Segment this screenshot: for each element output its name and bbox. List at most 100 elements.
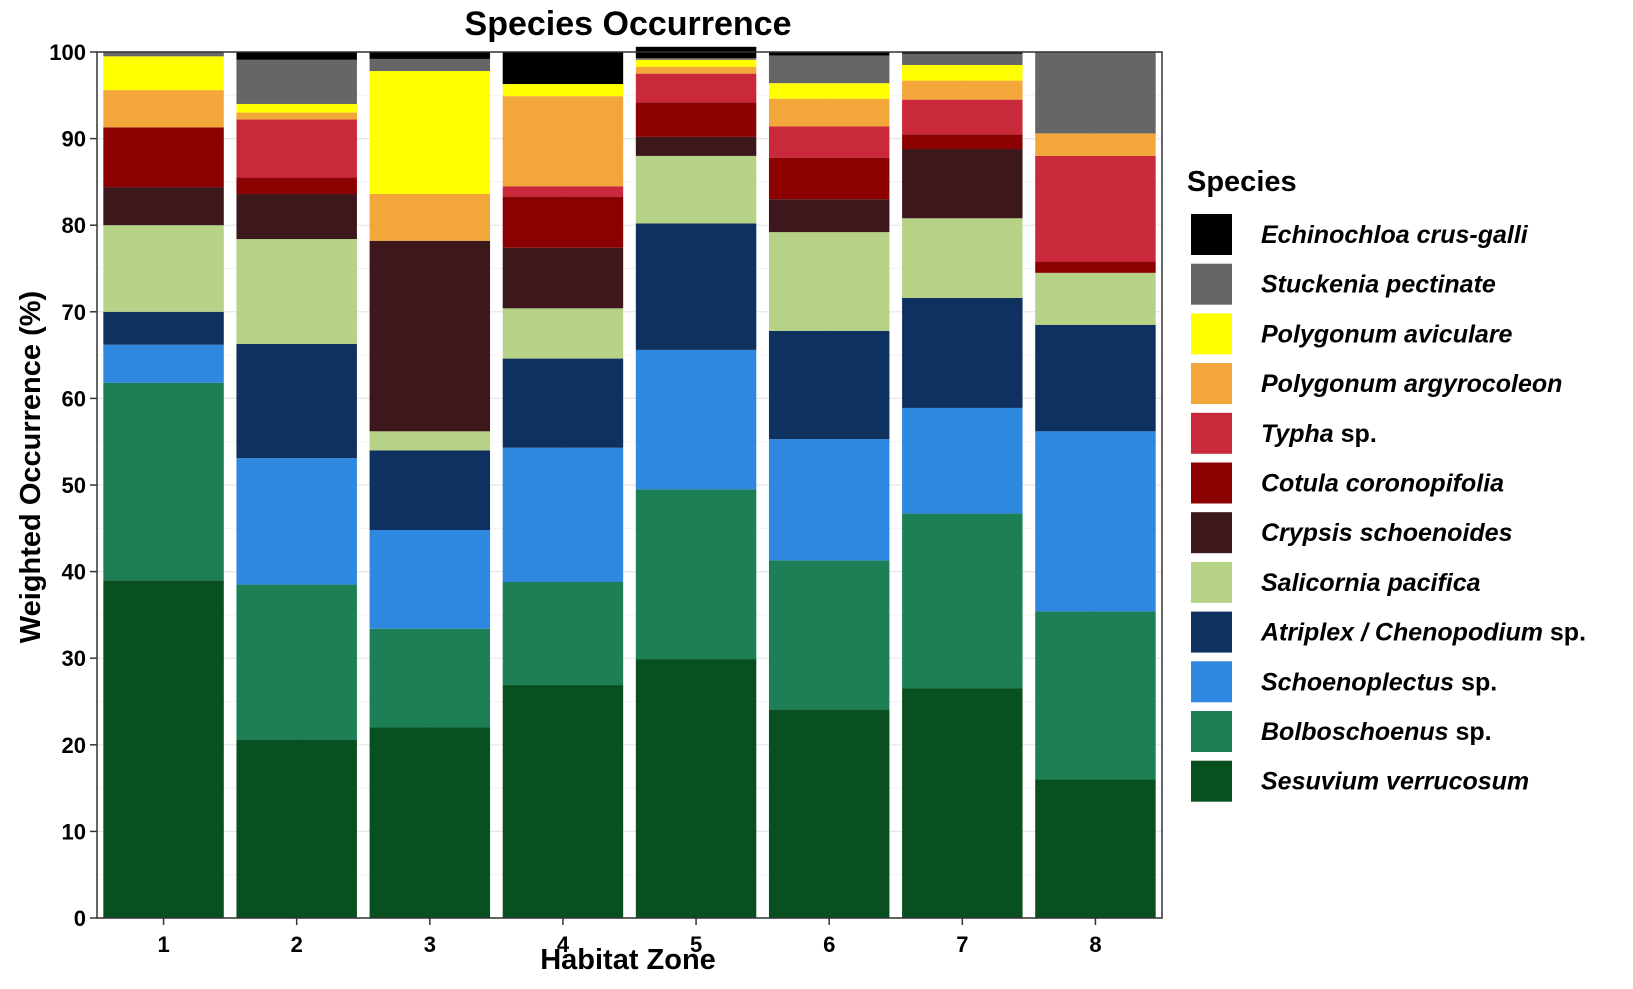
bar-segment-crypsis-schoenoides-zone-2 — [236, 194, 357, 240]
bar-segment-schoenoplectus-sp-zone-2 — [236, 458, 357, 585]
bar-segment-polygonum-aviculare-zone-1 — [103, 56, 224, 91]
legend-label-echinochloa-crus-galli: Echinochloa crus-galli — [1261, 221, 1529, 249]
x-tick-label: 5 — [690, 932, 702, 957]
bar-segment-bolboschoenus-sp-zone-2 — [236, 584, 357, 740]
legend-key-polygonum-aviculare — [1191, 313, 1232, 355]
bar-segment-polygonum-aviculare-zone-5 — [635, 59, 757, 67]
bar-segment-schoenoplectus-sp-zone-8 — [1035, 431, 1156, 612]
legend-key-atriplex-chenopodium-sp — [1191, 611, 1232, 653]
legend-key-typha-sp — [1191, 412, 1232, 454]
bar-segment-atriplex-chenopodium-sp-zone-4 — [502, 358, 624, 448]
bar-segment-cotula-coronopifolia-zone-2 — [236, 177, 357, 195]
bar-segment-salicornia-pacifica-zone-3 — [369, 431, 491, 451]
bar-segment-echinochloa-crus-galli-zone-7 — [902, 52, 1023, 54]
y-tick-label: 50 — [62, 473, 86, 498]
bar-segment-schoenoplectus-sp-zone-6 — [768, 439, 890, 561]
legend-key-crypsis-schoenoides — [1191, 512, 1232, 554]
legend-label-schoenoplectus-sp: Schoenoplectus sp. — [1261, 668, 1497, 696]
stacked-bars — [103, 46, 1156, 918]
y-tick-label: 10 — [62, 819, 86, 844]
bar-segment-salicornia-pacifica-zone-2 — [236, 239, 357, 344]
bar-segment-sesuvium-verrucosum-zone-1 — [103, 580, 224, 918]
y-tick-label: 20 — [62, 733, 86, 758]
bar-segment-polygonum-argyrocoleon-zone-2 — [236, 112, 357, 120]
bar-segment-polygonum-argyrocoleon-zone-1 — [103, 90, 224, 128]
bar-segment-schoenoplectus-sp-zone-1 — [103, 344, 224, 383]
bar-segment-schoenoplectus-sp-zone-7 — [902, 407, 1023, 514]
bar-segment-typha-sp-zone-2 — [236, 119, 357, 178]
bar-segment-typha-sp-zone-4 — [502, 186, 624, 197]
bar-segment-salicornia-pacifica-zone-8 — [1035, 272, 1156, 325]
bar-segment-crypsis-schoenoides-zone-6 — [768, 199, 890, 233]
y-tick-label: 0 — [74, 906, 86, 931]
bar-segment-cotula-coronopifolia-zone-5 — [635, 102, 757, 137]
bar-segment-atriplex-chenopodium-sp-zone-1 — [103, 311, 224, 345]
bar-segment-polygonum-argyrocoleon-zone-3 — [369, 194, 491, 241]
bar-segment-polygonum-aviculare-zone-6 — [768, 83, 890, 99]
y-tick-label: 60 — [62, 386, 86, 411]
bar-segment-polygonum-argyrocoleon-zone-8 — [1035, 133, 1156, 156]
bar-segment-stuckenia-pectinate-zone-6 — [768, 55, 890, 84]
legend: Species Echinochloa crus-galli Stuckenia … — [1187, 166, 1586, 802]
bar-segment-atriplex-chenopodium-sp-zone-7 — [902, 297, 1023, 408]
legend-key-salicornia-pacifica — [1191, 561, 1232, 603]
bar-segment-crypsis-schoenoides-zone-1 — [103, 187, 224, 226]
bar-segment-atriplex-chenopodium-sp-zone-8 — [1035, 324, 1156, 432]
bar-segment-bolboschoenus-sp-zone-8 — [1035, 611, 1156, 780]
bar-segment-cotula-coronopifolia-zone-1 — [103, 127, 224, 188]
bar-segment-sesuvium-verrucosum-zone-7 — [902, 688, 1023, 918]
bar-segment-salicornia-pacifica-zone-4 — [502, 308, 624, 359]
bar-segment-typha-sp-zone-6 — [768, 126, 890, 158]
bar-segment-echinochloa-crus-galli-zone-3 — [369, 52, 491, 59]
bar-segment-polygonum-aviculare-zone-3 — [369, 71, 491, 195]
y-tick-label: 40 — [62, 560, 86, 585]
bar-segment-salicornia-pacifica-zone-5 — [635, 155, 757, 224]
legend-label-bolboschoenus-sp: Bolboschoenus sp. — [1261, 718, 1492, 746]
legend-key-cotula-coronopifolia — [1191, 462, 1232, 504]
y-tick-label: 100 — [49, 40, 86, 65]
bar-segment-atriplex-chenopodium-sp-zone-2 — [236, 343, 357, 459]
bar-segment-salicornia-pacifica-zone-1 — [103, 225, 224, 312]
bar-segment-typha-sp-zone-5 — [635, 73, 757, 103]
bar-segment-cotula-coronopifolia-zone-7 — [902, 134, 1023, 149]
bar-segment-crypsis-schoenoides-zone-7 — [902, 148, 1023, 219]
legend-label-salicornia-pacifica: Salicornia pacifica — [1261, 569, 1481, 597]
bar-segment-polygonum-argyrocoleon-zone-6 — [768, 98, 890, 127]
bar-segment-echinochloa-crus-galli-zone-4 — [502, 52, 624, 85]
y-tick-label: 80 — [62, 213, 86, 238]
legend-label-crypsis-schoenoides: Crypsis schoenoides — [1261, 519, 1513, 547]
bar-segment-stuckenia-pectinate-zone-3 — [369, 58, 491, 72]
bar-segment-sesuvium-verrucosum-zone-5 — [635, 659, 757, 918]
y-tick-label: 70 — [62, 300, 86, 325]
legend-key-sesuvium-verrucosum — [1191, 760, 1232, 802]
x-tick-label: 3 — [424, 932, 436, 957]
bar-segment-bolboschoenus-sp-zone-3 — [369, 628, 491, 728]
legend-label-cotula-coronopifolia: Cotula coronopifolia — [1261, 470, 1504, 498]
bar-segment-typha-sp-zone-7 — [902, 99, 1023, 135]
bar-segment-bolboschoenus-sp-zone-5 — [635, 489, 757, 660]
legend-key-stuckenia-pectinate — [1191, 263, 1232, 305]
bar-segment-sesuvium-verrucosum-zone-3 — [369, 727, 491, 918]
x-tick-label: 1 — [157, 932, 169, 957]
x-tick-label: 2 — [291, 932, 303, 957]
bar-segment-crypsis-schoenoides-zone-5 — [635, 136, 757, 156]
legend-key-echinochloa-crus-galli — [1191, 214, 1232, 255]
bar-segment-polygonum-argyrocoleon-zone-7 — [902, 80, 1023, 100]
bar-segment-schoenoplectus-sp-zone-5 — [635, 349, 757, 490]
bar-segment-sesuvium-verrucosum-zone-8 — [1035, 779, 1156, 918]
bar-segment-cotula-coronopifolia-zone-6 — [768, 157, 890, 200]
bar-segment-atriplex-chenopodium-sp-zone-3 — [369, 450, 491, 531]
y-axis-title: Weighted Occurrence (%) — [15, 291, 47, 643]
bar-segment-bolboschoenus-sp-zone-7 — [902, 513, 1023, 689]
bar-segment-echinochloa-crus-galli-zone-6 — [768, 52, 890, 56]
bar-segment-polygonum-argyrocoleon-zone-5 — [635, 66, 757, 74]
bar-segment-stuckenia-pectinate-zone-7 — [902, 53, 1023, 65]
y-tick-label: 30 — [62, 646, 86, 671]
legend-label-atriplex-chenopodium-sp: Atriplex / Chenopodium sp. — [1260, 619, 1586, 647]
bar-segment-polygonum-aviculare-zone-4 — [502, 84, 624, 97]
bar-segment-sesuvium-verrucosum-zone-4 — [502, 685, 624, 918]
bar-segment-sesuvium-verrucosum-zone-2 — [236, 739, 357, 918]
bar-segment-cotula-coronopifolia-zone-4 — [502, 196, 624, 248]
bar-segment-cotula-coronopifolia-zone-8 — [1035, 261, 1156, 273]
legend-label-typha-sp: Typha sp. — [1261, 420, 1377, 448]
